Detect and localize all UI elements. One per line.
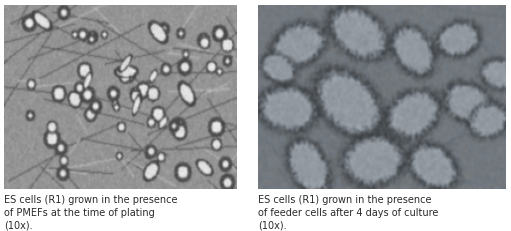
Text: (10x).: (10x). [4, 221, 33, 231]
Text: ES cells (R1) grown in the presence: ES cells (R1) grown in the presence [4, 195, 178, 205]
Text: ES cells (R1) grown in the presence: ES cells (R1) grown in the presence [258, 195, 432, 205]
Text: (10x).: (10x). [258, 221, 287, 231]
Text: of PMEFs at the time of plating: of PMEFs at the time of plating [4, 208, 155, 218]
Text: of feeder cells after 4 days of culture: of feeder cells after 4 days of culture [258, 208, 438, 218]
